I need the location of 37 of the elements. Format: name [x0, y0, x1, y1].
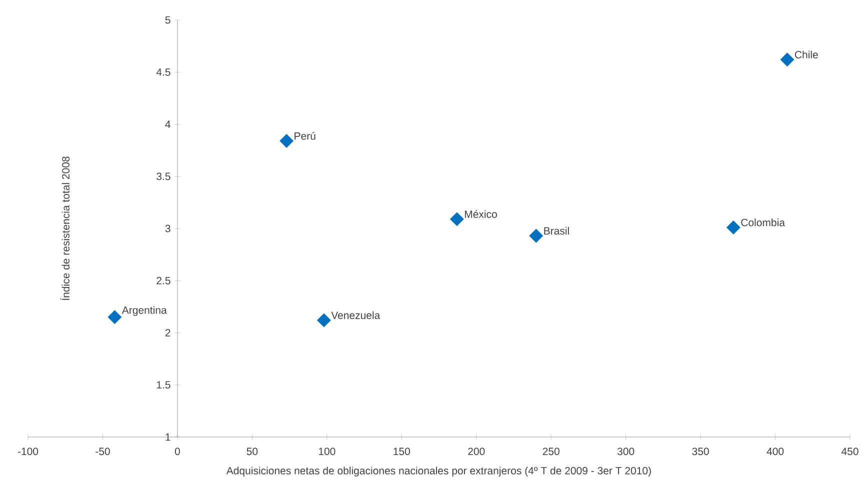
- x-tick-label: 300: [617, 448, 634, 456]
- x-tick-label: 50: [246, 448, 258, 456]
- x-tick-label: 150: [394, 448, 410, 456]
- point: [780, 52, 794, 67]
- series-label: Colombia: [741, 218, 785, 226]
- x-tick-label: -100: [18, 448, 38, 456]
- x-tick-label: 100: [318, 448, 336, 456]
- y-tick-label: 3: [165, 224, 170, 232]
- x-tick-label: 250: [542, 448, 560, 456]
- y-tick-label: 4.5: [156, 68, 170, 76]
- point: [529, 228, 544, 243]
- point: [316, 313, 331, 328]
- x-tick-label: 350: [692, 448, 709, 456]
- point: [726, 220, 740, 234]
- y-axis-title: Índice de resistencia total 2008: [60, 156, 70, 300]
- y-tick-label: 4: [165, 120, 170, 128]
- y-tick-label: 2.5: [156, 276, 170, 284]
- point: [108, 310, 122, 324]
- series-label: Chile: [794, 50, 818, 58]
- y-tick-label: 2: [165, 329, 170, 336]
- y-tick-label: 3.5: [156, 172, 170, 180]
- point: [450, 212, 464, 226]
- x-axis-title: Adquisiciones netas de obligaciones nacionales por extranjeros (4º T de 2009 - 3er T 2010): [226, 466, 651, 476]
- series-label: México: [464, 210, 497, 218]
- y-tick-label: 1: [166, 433, 170, 441]
- x-tick-label: -50: [96, 448, 110, 456]
- series-label: Argentina: [122, 306, 167, 316]
- x-tick-label: 200: [468, 448, 485, 456]
- series-label: Venezuela: [331, 311, 380, 320]
- x-tick-label: 0: [174, 448, 180, 456]
- y-tick-label: 5: [165, 16, 170, 24]
- point: [280, 134, 294, 148]
- x-tick-label: 450: [841, 448, 858, 456]
- series-label: Brasil: [544, 226, 569, 235]
- x-tick-label: 400: [766, 448, 784, 456]
- series-label: Perú: [294, 132, 316, 140]
- y-tick-label: 1.5: [156, 381, 170, 389]
